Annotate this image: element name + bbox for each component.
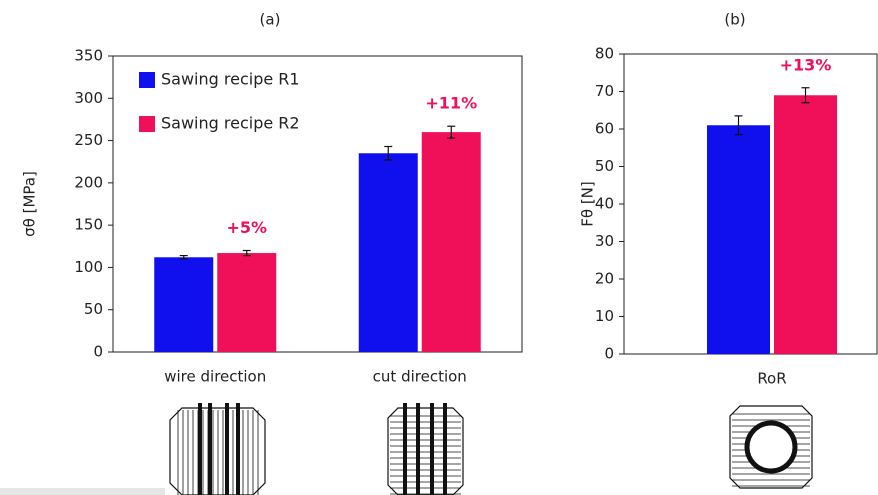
y-tick-label: 350 (74, 47, 103, 65)
y-tick-label: 60 (595, 120, 614, 138)
y-tick-label: 250 (74, 131, 103, 149)
error-bar (384, 145, 393, 161)
y-tick-label: 100 (74, 258, 103, 276)
y-tick-label: 10 (595, 307, 614, 325)
chart-title: (b) (724, 11, 745, 29)
error-bar (734, 115, 743, 136)
bar (421, 132, 481, 352)
annotation: +11% (425, 94, 477, 113)
x-tick-label: cut direction (373, 368, 467, 386)
bar (154, 257, 214, 352)
icons (169, 403, 813, 495)
ring (744, 420, 798, 474)
y-tick-label: 30 (595, 232, 614, 250)
bar (217, 253, 277, 352)
y-tick-label: 200 (74, 173, 103, 191)
y-tick-label: 80 (595, 45, 614, 63)
legend-swatch (139, 72, 155, 88)
plot-frame (112, 55, 523, 353)
y-tick-label: 50 (84, 300, 103, 318)
chart-title: (a) (260, 11, 281, 29)
scroll-strip (0, 488, 165, 495)
error-bar (179, 254, 188, 260)
bar (358, 153, 418, 352)
legend-label: Sawing recipe R1 (161, 70, 300, 89)
y-tick-label: 300 (74, 89, 103, 107)
annotation: +5% (226, 218, 267, 237)
wafer-outline (169, 407, 266, 495)
error-bar (801, 87, 810, 104)
x-tick-label: RoR (757, 370, 786, 388)
y-tick-label: 20 (595, 270, 614, 288)
y-tick-label: 70 (595, 82, 614, 100)
legend-swatch (139, 116, 155, 132)
y-axis-label: Fθ [N] (579, 181, 597, 227)
y-tick-label: 150 (74, 216, 103, 234)
y-tick-label: 50 (595, 157, 614, 175)
legend-label: Sawing recipe R2 (161, 114, 300, 133)
error-bar (242, 249, 251, 257)
y-axis-label: σθ [MPa] (21, 171, 39, 237)
y-tick-label: 40 (595, 195, 614, 213)
bar (774, 95, 837, 354)
error-bar (447, 125, 456, 139)
annotation: +13% (780, 55, 832, 74)
wafer-outline (387, 407, 464, 495)
wafer-outline (729, 405, 813, 489)
bar (707, 125, 770, 354)
x-tick-label: wire direction (164, 368, 266, 386)
y-tick-label: 0 (604, 345, 614, 363)
y-tick-label: 0 (93, 343, 103, 361)
